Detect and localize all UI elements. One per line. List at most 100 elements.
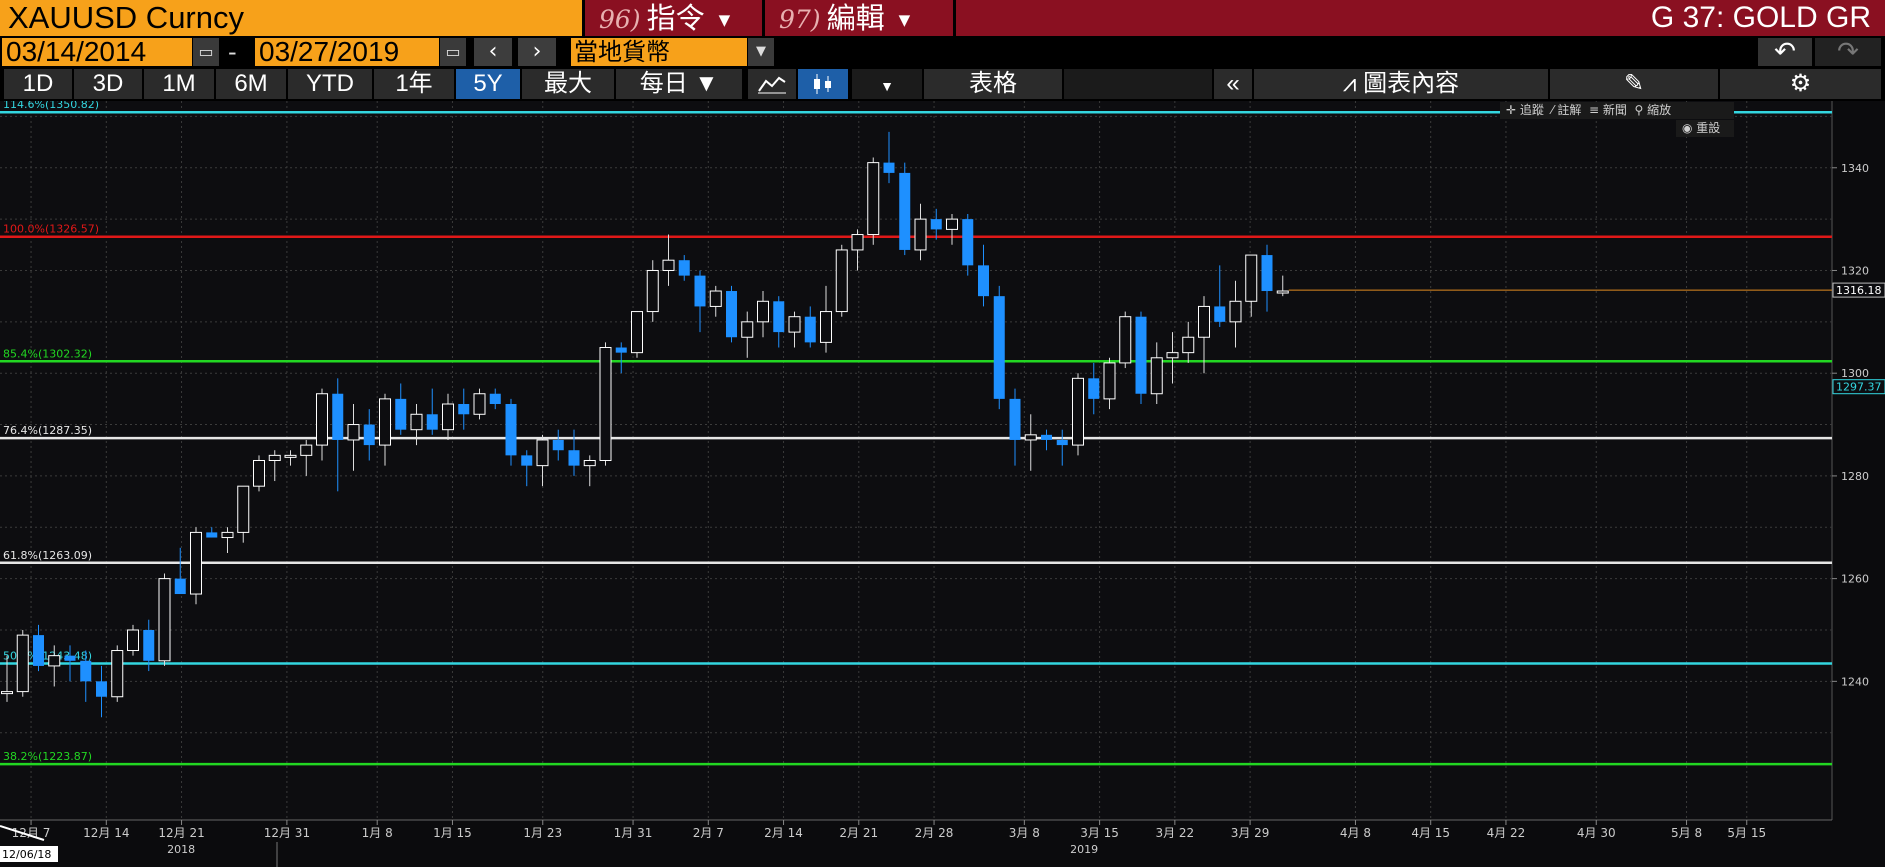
candle-body-up — [536, 439, 549, 467]
candle-body-up — [646, 269, 659, 313]
calendar-icon[interactable]: ▭ — [440, 38, 466, 66]
secondary-price-value: 1297.37 — [1836, 381, 1882, 394]
x-year-label: 2018 — [167, 843, 195, 856]
edit-menu-label: 編輯 — [826, 1, 885, 35]
table-button[interactable]: 表格 — [924, 69, 1062, 99]
candle-body-up — [820, 311, 832, 343]
x-tick-label: 12月 7 — [12, 826, 51, 840]
candle-body-down — [993, 296, 1005, 399]
candle-body-down — [174, 578, 186, 595]
candle-body-up — [410, 413, 423, 431]
annotate-tool[interactable]: 註解 — [1557, 103, 1582, 117]
x-year-label: 2019 — [1070, 843, 1098, 856]
candle-body-up — [583, 460, 596, 467]
candle-body-up — [1198, 305, 1210, 338]
frequency-select[interactable]: 每日 ▼ — [616, 69, 742, 99]
period-ytd-button[interactable]: YTD — [288, 69, 372, 99]
x-tick-label: 1月 31 — [614, 826, 653, 840]
candle-body-down — [80, 660, 92, 682]
previous-period-button[interactable]: ‹ — [474, 38, 512, 66]
caret-down-icon[interactable]: ▼ — [748, 38, 774, 66]
candle-body-down — [899, 172, 911, 250]
secondary-price-tag — [1832, 379, 1885, 395]
candle-body-down — [1214, 306, 1226, 322]
undo-icon[interactable]: ↶ — [1758, 38, 1812, 66]
security-field[interactable]: XAUUSD Curncy — [0, 0, 582, 36]
candlestick-chart[interactable]: 1240 1260 1280 1300 1320 1340 114.6%(1350.82) 1… — [0, 101, 1885, 867]
command-number: 97) — [779, 5, 821, 34]
calendar-icon[interactable]: ▭ — [193, 38, 219, 66]
candle-body-up — [473, 393, 486, 415]
period-3d-button[interactable]: 3D — [74, 69, 142, 99]
candle-body-up — [599, 347, 612, 461]
end-date-input[interactable]: 03/27/2019 — [255, 38, 439, 66]
currency-select[interactable]: 當地貨幣 — [571, 38, 747, 66]
chart-type-dropdown[interactable]: ▼ — [852, 69, 922, 99]
period-6m-button[interactable]: 6M — [216, 69, 286, 99]
x-tick-label: 4月 15 — [1411, 826, 1450, 840]
caret-down-icon: ▼ — [898, 11, 911, 29]
period-1y-button[interactable]: 1年 — [374, 69, 454, 99]
period-max-button[interactable]: 最大 — [522, 69, 614, 99]
candle-body-down — [1056, 439, 1068, 446]
y-tick-label: 1240 — [1841, 675, 1869, 688]
x-tick-label: 12月 31 — [264, 826, 310, 840]
candle-body-down — [978, 265, 989, 297]
candle-body-up — [48, 655, 61, 667]
zoom-tool[interactable]: 縮放 — [1647, 103, 1672, 117]
last-price-value: 1316.18 — [1836, 284, 1882, 297]
y-tick-label: 1340 — [1841, 162, 1869, 175]
zoom-icon[interactable]: ⚲ — [1634, 103, 1648, 117]
candle-body-up — [867, 162, 880, 236]
candle-body-up — [221, 531, 234, 539]
candle-body-up — [1276, 290, 1289, 294]
candle-body-down — [1041, 434, 1052, 440]
candle-body-up — [442, 403, 454, 431]
candle-body-down — [1088, 378, 1100, 399]
actions-menu-button[interactable]: 96) 指令 ▼ — [585, 0, 762, 36]
candle-body-up — [253, 460, 265, 487]
toolbar-spacer — [1064, 69, 1212, 99]
candle-body-down — [206, 532, 218, 538]
candle-body-up — [1103, 362, 1116, 400]
annotate-tool-icon[interactable]: ⁄ — [1551, 103, 1558, 117]
annotate-icon[interactable]: ✎ — [1550, 69, 1718, 99]
news-tool[interactable]: 新聞 — [1602, 103, 1627, 117]
crosshair-icon[interactable]: ✛ — [1506, 103, 1520, 117]
candle-body-down — [694, 275, 706, 307]
candle-body-up — [757, 300, 769, 323]
candle-body-down — [395, 398, 407, 430]
candle-body-down — [96, 681, 107, 697]
edit-menu-button[interactable]: 97) 編輯 ▼ — [765, 0, 953, 36]
line-chart-icon[interactable] — [748, 69, 796, 99]
period-5y-button[interactable]: 5Y — [456, 69, 520, 99]
candle-body-up — [111, 650, 124, 698]
candle-body-up — [300, 444, 313, 456]
candle-body-down — [1135, 316, 1147, 394]
candle-body-up — [788, 316, 801, 333]
scroll-indicator — [0, 825, 45, 841]
candle-body-up — [268, 454, 281, 462]
period-1d-button[interactable]: 1D — [4, 69, 72, 99]
period-1m-button[interactable]: 1M — [144, 69, 214, 99]
candle-body-down — [33, 635, 44, 666]
fib-level-label: 76.4%(1287.35) — [3, 424, 92, 437]
price-chart[interactable]: 1240 1260 1280 1300 1320 1340 114.6%(1350.82) 1… — [0, 101, 1885, 867]
page-title: G 37: GOLD GR — [1650, 1, 1871, 34]
collapse-panel-icon[interactable]: « — [1214, 69, 1252, 99]
settings-gear-icon[interactable]: ⚙ — [1720, 69, 1881, 99]
title-bar: XAUUSD Curncy 96) 指令 ▼ 97) 編輯 ▼ G 37: GOLD G… — [0, 0, 1885, 36]
news-icon[interactable]: ≡ — [1589, 103, 1603, 117]
start-date-input[interactable]: 03/14/2014 — [2, 38, 192, 66]
candle-body-up — [1245, 254, 1258, 302]
last-price-tag — [1832, 282, 1885, 298]
fib-level-label: 85.4%(1302.32) — [3, 347, 92, 360]
track-tool[interactable]: 追蹤 — [1519, 103, 1544, 117]
chart-content-button[interactable]: ⩘ 圖表內容 — [1254, 69, 1548, 99]
candlestick-chart-icon[interactable] — [798, 69, 848, 99]
next-period-button[interactable]: › — [518, 38, 556, 66]
redo-icon[interactable]: ↷ — [1815, 38, 1881, 66]
fib-level-label: 50.0%(1243.48) — [3, 649, 92, 662]
y-tick-label: 1300 — [1841, 367, 1869, 380]
reset-zoom-button[interactable]: ◉ 重設 — [1676, 120, 1734, 137]
